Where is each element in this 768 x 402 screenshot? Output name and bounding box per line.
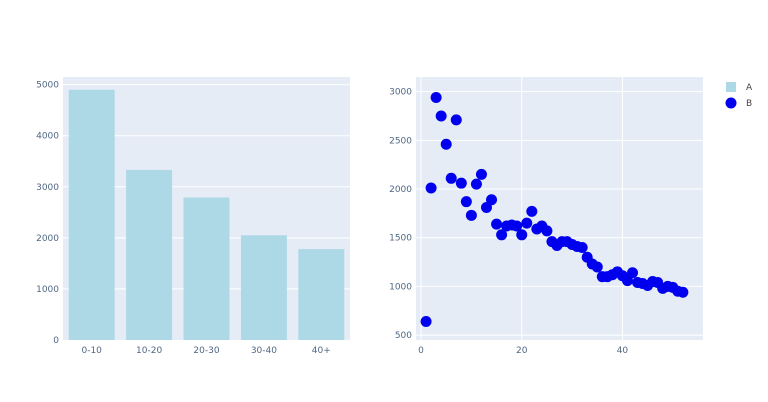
bar-20-30 — [183, 197, 230, 340]
scatter-point — [526, 205, 538, 217]
scatter-y-tick-label: 1000 — [389, 282, 412, 292]
scatter-y-tick-label: 2000 — [389, 185, 412, 195]
bar-y-tick-label: 2000 — [36, 234, 59, 244]
bar-chart-panel: 0 1000 2000 3000 4000 5000 0-10 10-20 20-30 30-40… — [36, 77, 350, 356]
scatter-point — [470, 178, 482, 190]
scatter-plot-area — [416, 77, 703, 340]
scatter-point — [496, 229, 508, 241]
bar-y-tick-label: 4000 — [36, 132, 59, 142]
scatter-y-tick-label: 2500 — [389, 136, 412, 146]
scatter-chart-panel: 500 1000 1500 2000 2500 3000 0 20 40 — [389, 77, 703, 356]
scatter-point — [420, 315, 432, 327]
scatter-point — [460, 196, 472, 208]
bar-x-tick-label: 40+ — [312, 346, 331, 356]
scatter-point — [576, 241, 588, 253]
bar-x-tick-label: 0-10 — [81, 346, 102, 356]
legend-swatch-A — [726, 82, 736, 92]
bar-y-tick-label: 3000 — [36, 183, 59, 193]
scatter-point — [486, 194, 498, 206]
scatter-point — [450, 114, 462, 126]
scatter-point — [465, 209, 477, 221]
scatter-point — [445, 172, 457, 184]
bar-y-tick-label: 1000 — [36, 285, 59, 295]
scatter-point — [491, 218, 503, 230]
scatter-point — [621, 275, 633, 287]
bar-10-20 — [126, 169, 173, 340]
scatter-y-tick-label: 500 — [395, 331, 412, 341]
bar-y-tick-label: 0 — [53, 336, 59, 346]
legend-label-B: B — [746, 99, 752, 109]
scatter-y-tick-label: 1500 — [389, 234, 412, 244]
scatter-point — [430, 91, 442, 103]
scatter-point — [511, 220, 523, 232]
scatter-point — [435, 110, 447, 122]
scatter-y-tick-label: 3000 — [389, 88, 412, 98]
scatter-x-tick-label: 20 — [516, 346, 528, 356]
scatter-point — [627, 267, 639, 279]
bar-30-40 — [240, 235, 287, 340]
scatter-x-tick-label: 40 — [617, 346, 629, 356]
scatter-point — [521, 217, 533, 229]
bar-0-10 — [68, 89, 115, 340]
scatter-point — [475, 168, 487, 180]
legend: AB — [725, 82, 753, 109]
scatter-point — [440, 138, 452, 150]
scatter-point — [455, 177, 467, 189]
legend-swatch-B — [725, 97, 737, 109]
bar-x-tick-label: 10-20 — [136, 346, 162, 356]
scatter-point — [541, 225, 553, 237]
scatter-point — [591, 261, 603, 273]
bar-x-tick-label: 20-30 — [193, 346, 219, 356]
legend-label-A: A — [746, 83, 753, 93]
scatter-x-tick-label: 0 — [418, 346, 424, 356]
scatter-point — [516, 229, 528, 241]
scatter-point — [425, 182, 437, 194]
scatter-point — [480, 202, 492, 214]
bar-x-tick-label: 30-40 — [251, 346, 277, 356]
bar-y-tick-label: 5000 — [36, 81, 59, 91]
scatter-point — [677, 286, 689, 298]
bar-40+ — [298, 249, 345, 340]
